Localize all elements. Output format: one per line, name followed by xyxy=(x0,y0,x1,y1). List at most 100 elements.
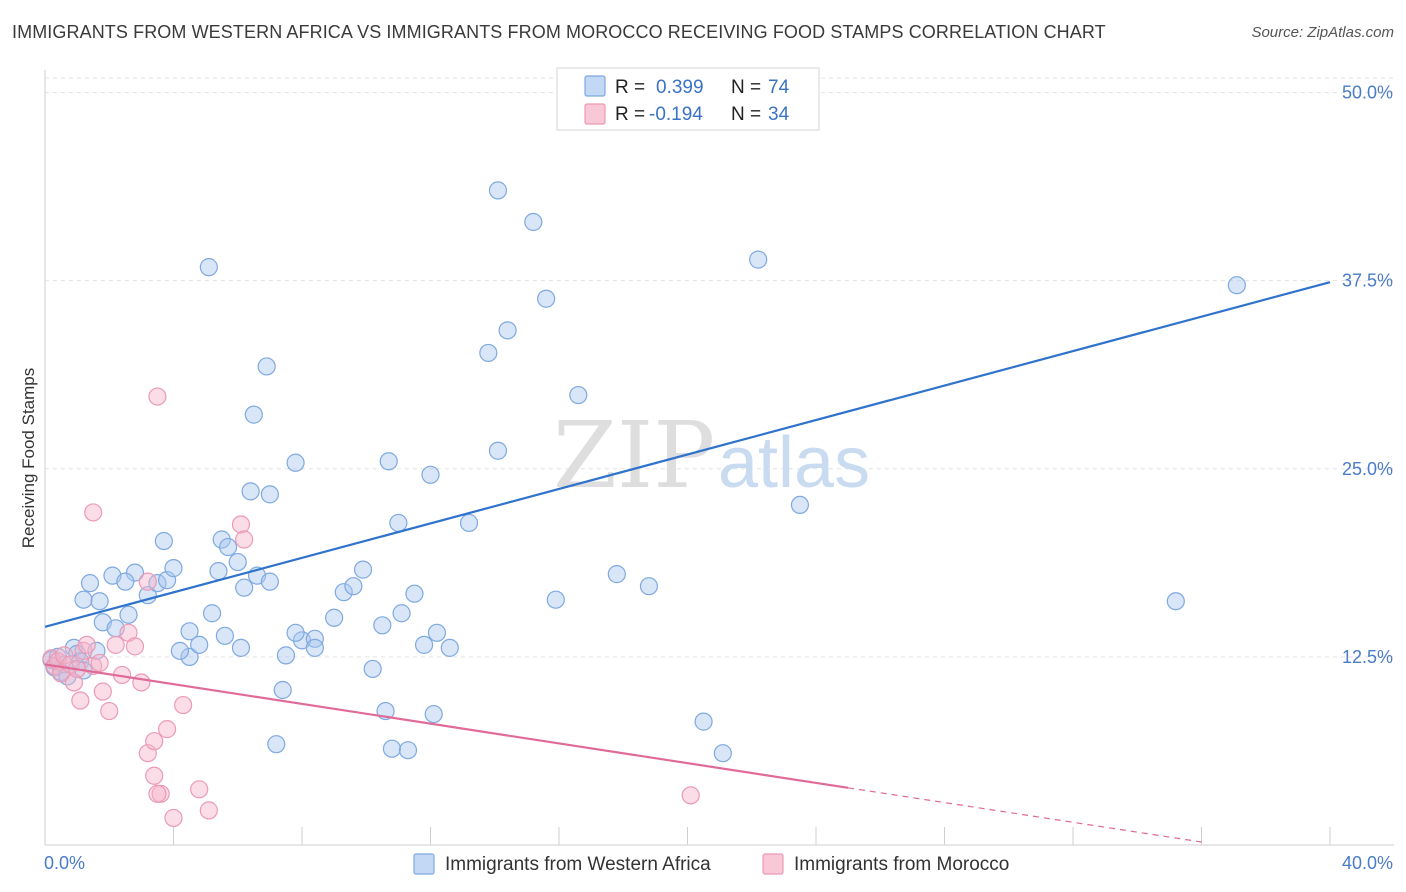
series-legend-swatch-western-africa xyxy=(413,853,435,875)
legend-r-label: R = xyxy=(615,104,645,125)
trend-line-morocco-extrapolated xyxy=(848,787,1202,843)
point-western-africa xyxy=(286,453,305,472)
point-western-africa xyxy=(202,604,222,623)
point-western-africa xyxy=(398,741,418,760)
point-western-africa xyxy=(1227,276,1246,295)
point-western-africa xyxy=(334,583,353,602)
point-morocco xyxy=(148,387,167,406)
point-western-africa xyxy=(363,659,382,679)
y-axis-title: Receiving Food Stamps xyxy=(19,368,38,548)
x-tick-label-max: 40.0% xyxy=(1342,853,1393,873)
chart-title: IMMIGRANTS FROM WESTERN AFRICA VS IMMIGR… xyxy=(12,22,1106,42)
watermark-atlas: atlas xyxy=(718,423,870,503)
series-legend: Immigrants from Western Africa Immigrant… xyxy=(413,853,1009,875)
point-western-africa xyxy=(116,572,135,591)
point-morocco xyxy=(64,673,84,692)
series-legend-swatch-morocco xyxy=(762,853,784,875)
point-western-africa xyxy=(389,513,408,533)
point-western-africa xyxy=(180,647,199,666)
source-credit: Source: ZipAtlas.com xyxy=(1251,24,1394,41)
point-western-africa xyxy=(305,638,324,657)
point-western-africa xyxy=(344,577,363,596)
point-western-africa xyxy=(379,452,398,471)
point-western-africa xyxy=(373,616,392,635)
point-western-africa xyxy=(325,608,344,627)
point-western-africa xyxy=(212,530,231,549)
point-western-africa xyxy=(382,739,402,758)
point-morocco xyxy=(71,691,90,710)
point-western-africa xyxy=(170,641,190,660)
point-western-africa xyxy=(488,181,508,200)
point-western-africa xyxy=(414,635,434,654)
point-western-africa xyxy=(276,646,296,665)
legend-r-label: R = xyxy=(615,77,645,98)
point-western-africa xyxy=(164,559,183,578)
point-western-africa xyxy=(440,638,459,657)
point-western-africa xyxy=(405,584,424,603)
x-tick-label-min: 0.0% xyxy=(44,853,85,873)
series-legend-label-western-africa: Immigrants from Western Africa xyxy=(445,854,711,875)
point-morocco xyxy=(77,635,96,654)
point-western-africa xyxy=(209,562,228,581)
point-western-africa xyxy=(119,605,138,624)
y-tick-label: 50.0% xyxy=(1342,83,1393,103)
legend-r-value-western-africa: 0.399 xyxy=(656,77,704,98)
point-western-africa xyxy=(180,622,199,641)
point-western-africa xyxy=(488,441,508,460)
point-western-africa xyxy=(427,623,447,642)
point-western-africa xyxy=(392,604,411,623)
axes xyxy=(44,70,1394,846)
point-morocco xyxy=(145,732,164,751)
point-western-africa xyxy=(219,537,238,557)
point-western-africa xyxy=(90,592,109,611)
point-western-africa xyxy=(421,465,440,484)
point-western-africa xyxy=(459,513,479,533)
y-tick-labels: 12.5% 25.0% 37.5% 50.0% xyxy=(1342,83,1393,667)
point-western-africa xyxy=(87,641,106,660)
trend-line-morocco xyxy=(44,663,849,789)
point-morocco xyxy=(125,637,145,656)
legend-n-label: N = xyxy=(731,104,761,125)
legend-n-value-morocco: 34 xyxy=(768,104,790,125)
point-morocco xyxy=(132,673,151,692)
point-morocco xyxy=(199,801,218,820)
point-western-africa xyxy=(749,250,768,269)
point-western-africa xyxy=(479,343,498,363)
point-western-africa xyxy=(546,590,565,609)
point-western-africa xyxy=(537,289,556,308)
point-morocco xyxy=(190,780,209,799)
point-morocco xyxy=(231,515,251,534)
point-western-africa xyxy=(607,565,626,584)
y-tick-label: 37.5% xyxy=(1342,271,1393,291)
point-western-africa xyxy=(273,680,292,700)
point-morocco xyxy=(55,646,74,665)
y-tick-label: 12.5% xyxy=(1342,647,1393,667)
stats-legend: R = 0.399 N = 74 R = -0.194 N = 34 xyxy=(556,67,820,131)
point-western-africa xyxy=(228,552,247,572)
point-western-africa xyxy=(639,577,659,596)
point-western-africa xyxy=(524,212,543,232)
point-morocco xyxy=(84,503,103,522)
trend-lines xyxy=(44,281,1331,843)
point-western-africa xyxy=(231,638,251,657)
point-morocco xyxy=(100,701,119,721)
grid-lines xyxy=(45,77,1394,658)
point-western-africa xyxy=(190,635,209,654)
point-western-africa xyxy=(257,357,276,376)
series-western-africa-points xyxy=(42,84,1246,763)
point-western-africa xyxy=(1166,592,1185,611)
point-morocco xyxy=(106,635,125,654)
legend-r-value-morocco: -0.194 xyxy=(649,104,703,125)
point-western-africa xyxy=(260,572,279,591)
point-morocco xyxy=(681,786,700,805)
point-western-africa xyxy=(569,385,588,405)
series-legend-label-morocco: Immigrants from Morocco xyxy=(794,854,1009,875)
point-western-africa xyxy=(790,495,810,515)
point-western-africa xyxy=(74,590,93,609)
point-western-africa xyxy=(713,744,732,763)
point-western-africa xyxy=(424,704,443,724)
point-western-africa xyxy=(125,563,145,582)
point-western-africa xyxy=(80,574,100,593)
point-morocco xyxy=(235,530,254,549)
point-western-africa xyxy=(694,712,713,731)
